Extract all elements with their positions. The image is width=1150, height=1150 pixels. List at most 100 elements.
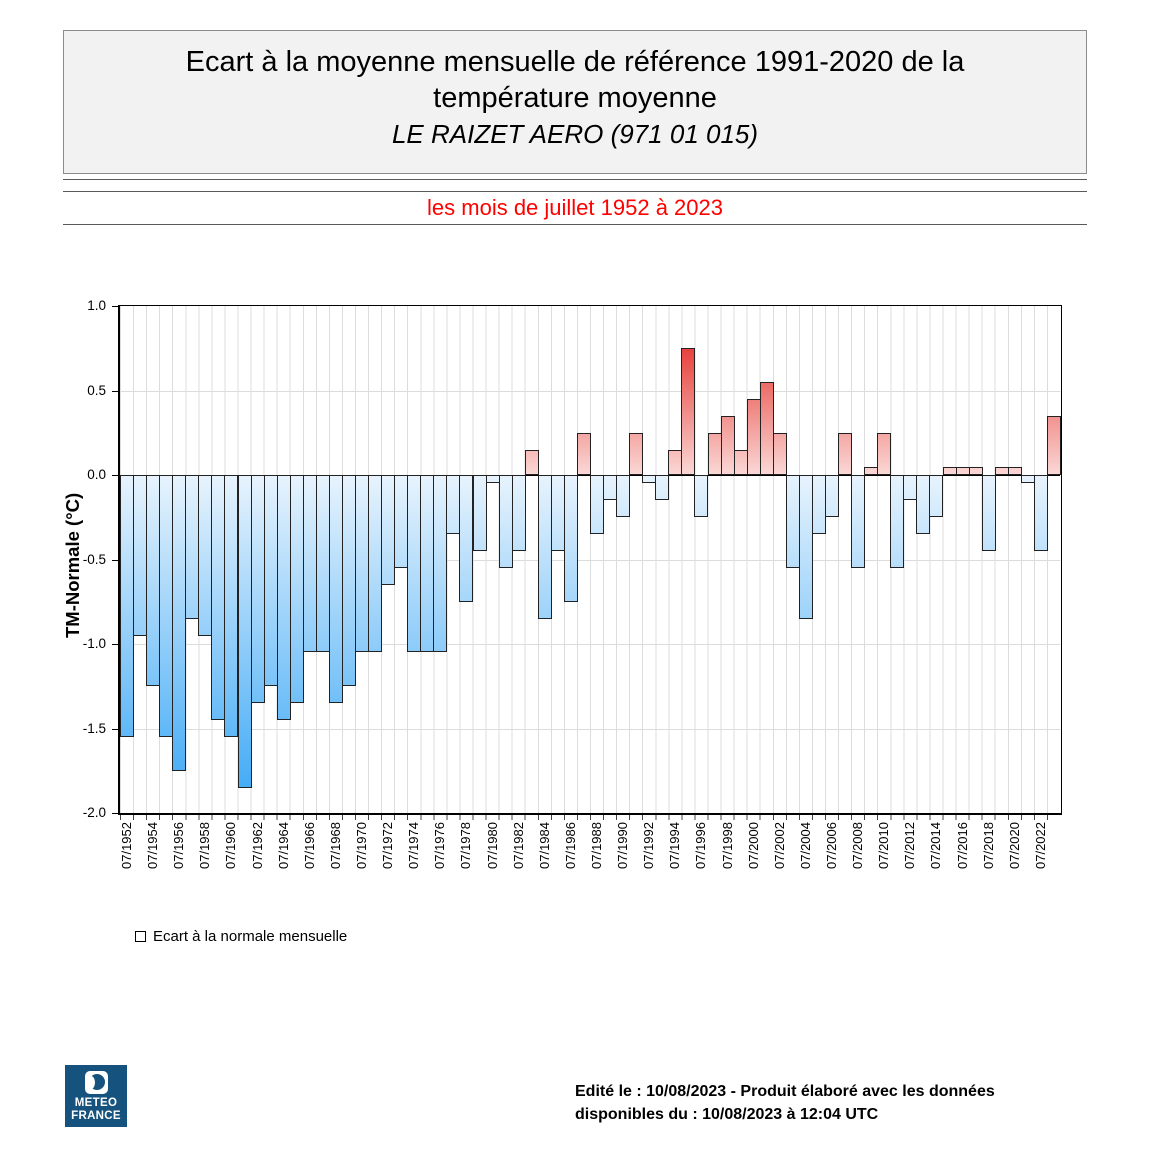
chart-bar [394, 475, 409, 568]
chart-bar [446, 475, 461, 535]
chart-bar [603, 475, 618, 501]
x-tick-label: 07/1984 [536, 822, 552, 869]
h-gridline [120, 559, 1060, 561]
page-title: Ecart à la moyenne mensuelle de référenc… [185, 46, 965, 114]
y-tick-label: 0.5 [87, 382, 106, 398]
chart-bar [890, 475, 905, 568]
y-tick-label: -1.0 [82, 636, 106, 651]
period-label: les mois de juillet 1952 à 2023 [427, 195, 723, 220]
h-gridline [120, 390, 1060, 392]
footer-line-1: Edité le : 10/08/2023 - Produit élaboré … [575, 1083, 995, 1100]
chart-bar [289, 475, 304, 704]
chart-bar [315, 475, 330, 653]
chart-bar [655, 475, 670, 501]
period-band: les mois de juillet 1952 à 2023 [63, 191, 1087, 225]
chart-bar [198, 475, 213, 636]
moon-icon [84, 1070, 108, 1094]
x-tick-label: 07/2018 [980, 822, 996, 869]
chart-bar [1046, 415, 1061, 475]
chart-bar [811, 475, 826, 535]
footer-note: Edité le : 10/08/2023 - Produit élaboré … [575, 1080, 1045, 1126]
legend-label: Ecart à la normale mensuelle [153, 928, 348, 945]
x-tick-label: 07/1974 [406, 822, 422, 869]
y-tick-label: 1.0 [87, 298, 106, 313]
chart-bar [485, 475, 500, 484]
y-tick-label: -2.0 [82, 805, 106, 820]
chart-bar [537, 475, 552, 619]
x-tick-label: 07/1992 [641, 822, 657, 869]
chart-bar [433, 475, 448, 653]
logo-text-meteo: METEO [74, 1096, 118, 1109]
x-tick-label: 07/2016 [954, 822, 970, 869]
chart-bar [864, 466, 879, 475]
x-tick-label: 07/2004 [797, 822, 813, 869]
legend-swatch-icon [135, 931, 146, 942]
chart-bar [616, 475, 631, 518]
chart-bar [798, 475, 813, 619]
logo-text-france: FRANCE [71, 1109, 121, 1122]
chart-bar [994, 466, 1009, 475]
chart-bar [407, 475, 422, 653]
x-tick-label: 07/2006 [824, 822, 840, 869]
chart-bar [968, 466, 983, 475]
plot-area: 1.0 0.5 0.0 -0.5 -1.0 -1.5 -2.0 07/1952 07/1954 0… [83, 298, 1062, 869]
chart-bar [368, 475, 383, 653]
chart-bar [133, 475, 148, 636]
chart-bar [785, 475, 800, 568]
chart-bar [159, 475, 174, 737]
chart-bar [668, 449, 683, 475]
h-gridline [120, 644, 1060, 645]
x-tick-label: 07/1954 [145, 822, 161, 869]
chart-bar [981, 475, 996, 552]
chart-bar [733, 449, 748, 475]
chart-bar [877, 432, 892, 475]
y-axis-tick [112, 306, 118, 307]
chart-bar [642, 475, 657, 484]
y-tick-label: 0.0 [87, 467, 106, 482]
chart-bar [1007, 466, 1022, 475]
chart-bar [825, 475, 840, 518]
x-tick-label: 07/1968 [327, 822, 343, 869]
chart-bar [629, 432, 644, 475]
x-tick-label: 07/2014 [928, 822, 944, 869]
x-tick-label: 07/1980 [484, 822, 500, 869]
y-axis-tick [112, 644, 118, 645]
chart-bar [759, 382, 774, 475]
x-tick-label: 07/2010 [876, 822, 892, 869]
x-tick-label: 07/1970 [354, 822, 370, 869]
chart-bar [1020, 475, 1035, 484]
x-tick-label: 07/2008 [850, 822, 866, 869]
chart-bar [524, 449, 539, 475]
chart-bar [1033, 475, 1048, 552]
x-tick-label: 07/1956 [171, 822, 187, 869]
chart-bar [341, 475, 356, 687]
x-tick-label: 07/1966 [301, 822, 317, 869]
x-tick-label: 07/1952 [119, 822, 135, 869]
chart-bar [942, 466, 957, 475]
y-axis-tick [112, 813, 118, 814]
x-tick-label: 07/1988 [589, 822, 605, 869]
y-tick-label: -0.5 [82, 551, 106, 567]
x-tick-label: 07/2002 [771, 822, 787, 869]
chart-bar [576, 432, 591, 475]
x-tick-label: 07/1986 [562, 822, 578, 869]
x-tick-label: 07/1960 [223, 822, 239, 869]
x-tick-label: 07/1996 [693, 822, 709, 869]
h-gridline [120, 728, 1060, 730]
chart-bar [420, 475, 435, 653]
chart-bar [211, 475, 226, 721]
footer-line-2: disponibles du : 10/08/2023 à 12:04 UTC [575, 1106, 879, 1123]
meteo-france-logo: METEO FRANCE [65, 1065, 127, 1127]
chart-bar [851, 475, 866, 568]
chart-bar [720, 415, 735, 475]
chart-bar [172, 475, 187, 771]
x-tick-label: 07/1964 [275, 822, 291, 869]
chart-bar [916, 475, 931, 535]
chart-bar [146, 475, 161, 687]
chart-bar [302, 475, 317, 653]
chart-bar [694, 475, 709, 518]
x-tick-label: 07/1990 [615, 822, 631, 869]
chart-bar [224, 475, 239, 737]
y-axis-tick [112, 728, 118, 730]
